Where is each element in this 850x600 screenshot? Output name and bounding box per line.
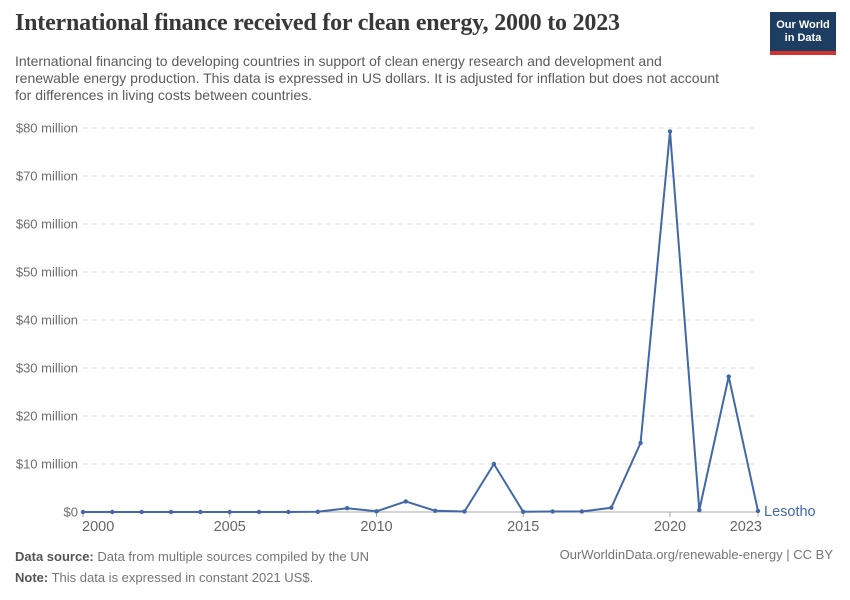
owid-logo-line2: in Data (784, 32, 822, 44)
owid-logo[interactable]: Our World in Data (770, 12, 836, 55)
data-point[interactable] (168, 509, 174, 515)
y-axis-label: $0 (64, 505, 78, 520)
x-axis-label: 2010 (360, 519, 392, 535)
data-point[interactable] (315, 509, 320, 514)
chart-title: International finance received for clean… (15, 10, 620, 36)
data-point[interactable] (726, 374, 731, 379)
x-axis-label: 2020 (654, 519, 686, 535)
data-point[interactable] (256, 509, 262, 515)
chart-subtitle: International financing to developing co… (15, 53, 720, 103)
data-point[interactable] (80, 509, 86, 515)
y-axis-label: $40 million (16, 313, 78, 328)
y-axis-label: $80 million (16, 121, 78, 136)
data-point[interactable] (227, 509, 232, 515)
y-axis-label: $60 million (16, 217, 78, 232)
chart-svg: $0 $10 million $20 million $30 million $40 m… (16, 121, 816, 536)
chart-footer: Data source: Data from multiple sources … (15, 546, 369, 588)
data-source-text: Data from multiple sources compiled by t… (93, 549, 370, 564)
data-point[interactable] (579, 509, 585, 514)
y-axis-label: $20 million (16, 409, 78, 424)
footer-attribution-link[interactable]: OurWorldinData.org/renewable-energy | CC… (559, 547, 833, 562)
note-label: Note: (15, 570, 49, 585)
data-point[interactable] (667, 129, 673, 134)
series-line[interactable] (82, 130, 759, 513)
y-axis-label: $30 million (16, 361, 78, 376)
data-point[interactable] (755, 508, 761, 514)
y-axis-label: $10 million (16, 457, 78, 472)
data-point[interactable] (110, 509, 115, 515)
data-point[interactable] (462, 509, 467, 514)
data-point[interactable] (609, 505, 614, 510)
data-point[interactable] (286, 509, 291, 515)
data-point[interactable] (521, 509, 526, 514)
data-point[interactable] (139, 509, 144, 515)
x-axis-label: 2015 (507, 519, 539, 535)
note-line: Note: This data is expressed in constant… (15, 567, 369, 588)
data-point[interactable] (198, 509, 203, 515)
note-text: This data is expressed in constant 2021 … (48, 570, 314, 585)
data-point[interactable] (344, 506, 350, 511)
data-point[interactable] (491, 461, 497, 467)
data-point[interactable] (550, 509, 555, 514)
data-source-line: Data source: Data from multiple sources … (15, 546, 369, 567)
owid-logo-line1: Our World (776, 19, 830, 31)
data-point[interactable] (697, 507, 702, 513)
series-end-label[interactable]: Lesotho (764, 504, 816, 520)
data-point[interactable] (638, 440, 643, 446)
data-point[interactable] (433, 508, 438, 513)
x-axis-label: 2023 (730, 519, 762, 535)
x-axis-label: 2005 (214, 519, 246, 535)
data-point[interactable] (374, 509, 379, 514)
data-point[interactable] (403, 499, 408, 504)
y-axis-label: $50 million (16, 265, 78, 280)
y-axis-label: $70 million (16, 169, 78, 184)
x-axis-label: 2000 (82, 519, 114, 535)
data-source-label: Data source: (15, 549, 94, 564)
